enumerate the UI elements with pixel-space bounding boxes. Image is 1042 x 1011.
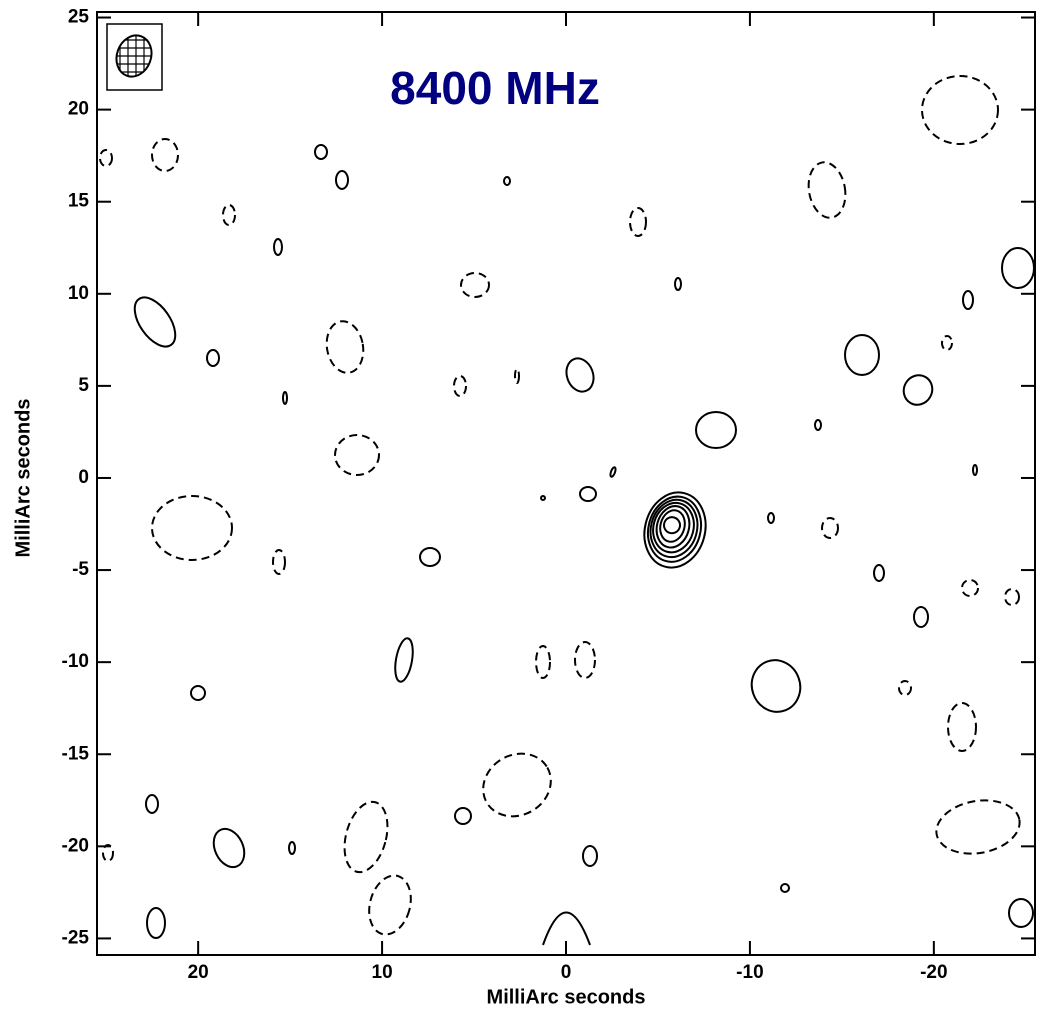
contour-line [609,467,616,478]
contour-line [1002,248,1034,288]
contour-line [942,336,952,350]
x-tick-label: -20 [920,962,947,983]
y-tick-label: 0 [78,467,89,488]
y-tick-label: 25 [68,7,90,28]
contour-line [363,871,417,939]
contour-line [899,681,911,695]
contour-line [207,350,219,366]
x-tick-label: 20 [188,962,209,983]
y-tick-label: 20 [68,99,89,120]
y-tick-label: -10 [62,651,89,672]
contour-line [223,205,235,225]
contour-line [815,420,821,430]
contour-line [932,794,1024,860]
y-tick-label: 15 [68,191,90,212]
contour-line [662,515,682,535]
contour-line [562,355,598,396]
y-tick-label: 10 [68,283,89,304]
contour-line [127,290,184,353]
contour-line [963,291,973,309]
contour-line [948,703,976,751]
contour-line [962,580,978,596]
contour-line [100,150,112,166]
contour-line [273,550,285,574]
contour-line [152,496,232,560]
contour-line [191,686,205,700]
contour-line [804,159,849,220]
contour-line [336,171,348,189]
contour-line [392,637,415,683]
contour-line [543,913,590,946]
x-axis-label: MilliArc seconds [487,986,646,1008]
x-tick-label: 10 [372,962,393,983]
contour-line [845,335,879,375]
contour-line [768,513,774,523]
contours [100,76,1034,945]
contour-line [472,742,563,829]
contour-line [696,412,736,448]
contour-line [922,76,998,144]
contour-line [914,607,928,627]
contour-line [289,842,295,854]
contour-line [1009,899,1033,927]
contour-line [103,845,113,861]
chart-title: 8400 MHz [390,62,600,114]
y-tick-label: -20 [62,835,89,856]
contour-line [147,908,165,938]
contour-line [283,392,287,404]
contour-line [745,653,808,718]
contour-line [337,797,394,877]
y-tick-label: -15 [62,743,90,764]
x-tick-label: -10 [736,962,763,983]
contour-line [152,139,178,171]
contour-line [323,318,367,375]
contour-line [455,808,471,824]
contour-line [1005,589,1019,605]
contour-line [208,824,250,872]
contour-line [504,177,510,185]
contour-line [315,145,327,159]
contour-line [580,487,596,501]
x-tick-label: 0 [561,962,572,983]
y-axis-label: MilliArc seconds [12,399,34,558]
contour-line [675,278,681,290]
contour-line [515,369,519,383]
y-tick-label: -5 [72,559,89,580]
contour-line [583,846,597,866]
beam-inset [107,24,162,90]
contour-line [898,370,937,410]
contour-line [973,465,977,475]
contour-line [874,565,884,581]
contour-line [630,208,646,236]
contour-line [575,642,595,678]
contour-line [454,376,466,396]
contour-line [420,548,440,566]
plot-frame [97,12,1035,955]
contour-line [146,795,158,813]
y-tick-label: 5 [78,375,89,396]
contour-line [461,273,489,297]
contour-line [822,518,838,538]
contour-line [536,646,550,678]
chart: 8400 MHz MilliArc seconds MilliArc secon… [0,0,1042,1011]
contour-line [541,496,545,500]
contour-line [335,435,379,475]
contour-line [274,239,282,255]
contour-line [781,884,789,892]
y-tick-label: -25 [62,927,90,948]
